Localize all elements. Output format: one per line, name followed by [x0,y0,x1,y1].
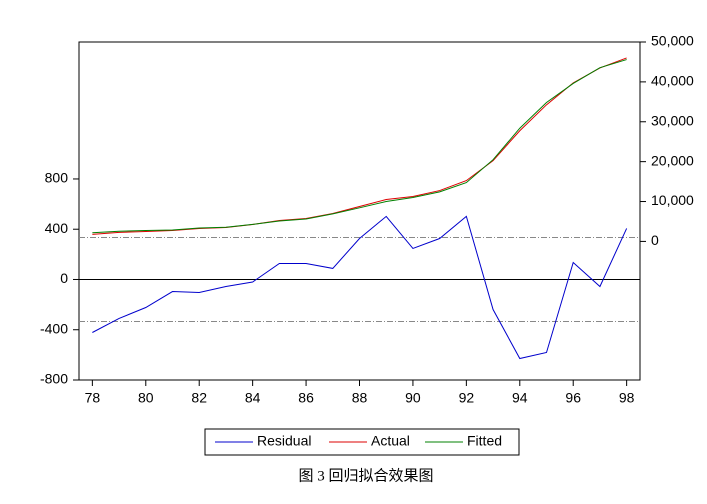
plot-frame [78,41,641,381]
y-tick-label: 800 [45,170,69,186]
y-tick-label: -800 [40,371,68,387]
series-line [92,215,628,360]
y2-tick-label: 20,000 [651,152,694,168]
y2-tick-label: 10,000 [651,192,694,208]
y2-tick-label: 30,000 [651,112,694,128]
y2-tick-label: 0 [651,232,659,248]
x-tick-label: 82 [191,390,207,406]
y-tick-label: -400 [40,320,68,336]
caption: 图 3 回归拟合效果图 [298,467,433,484]
y-tick-label: 400 [45,220,69,236]
x-tick-label: 88 [352,390,368,406]
y2-tick-label: 50,000 [651,33,694,49]
x-tick-label: 78 [85,390,101,406]
x-tick-label: 84 [245,390,261,406]
x-tick-label: 94 [512,390,528,406]
y-tick-label: 0 [60,270,68,286]
legend-label: Residual [257,433,311,449]
legend-label: Actual [371,433,410,449]
x-tick-label: 90 [405,390,421,406]
x-tick-label: 80 [138,390,154,406]
legend-label: Fitted [467,433,502,449]
y2-tick-label: 40,000 [651,73,694,89]
x-tick-label: 96 [565,390,581,406]
x-tick-label: 92 [459,390,475,406]
series-line [92,59,627,234]
x-tick-label: 86 [298,390,314,406]
x-tick-label: 98 [619,390,635,406]
